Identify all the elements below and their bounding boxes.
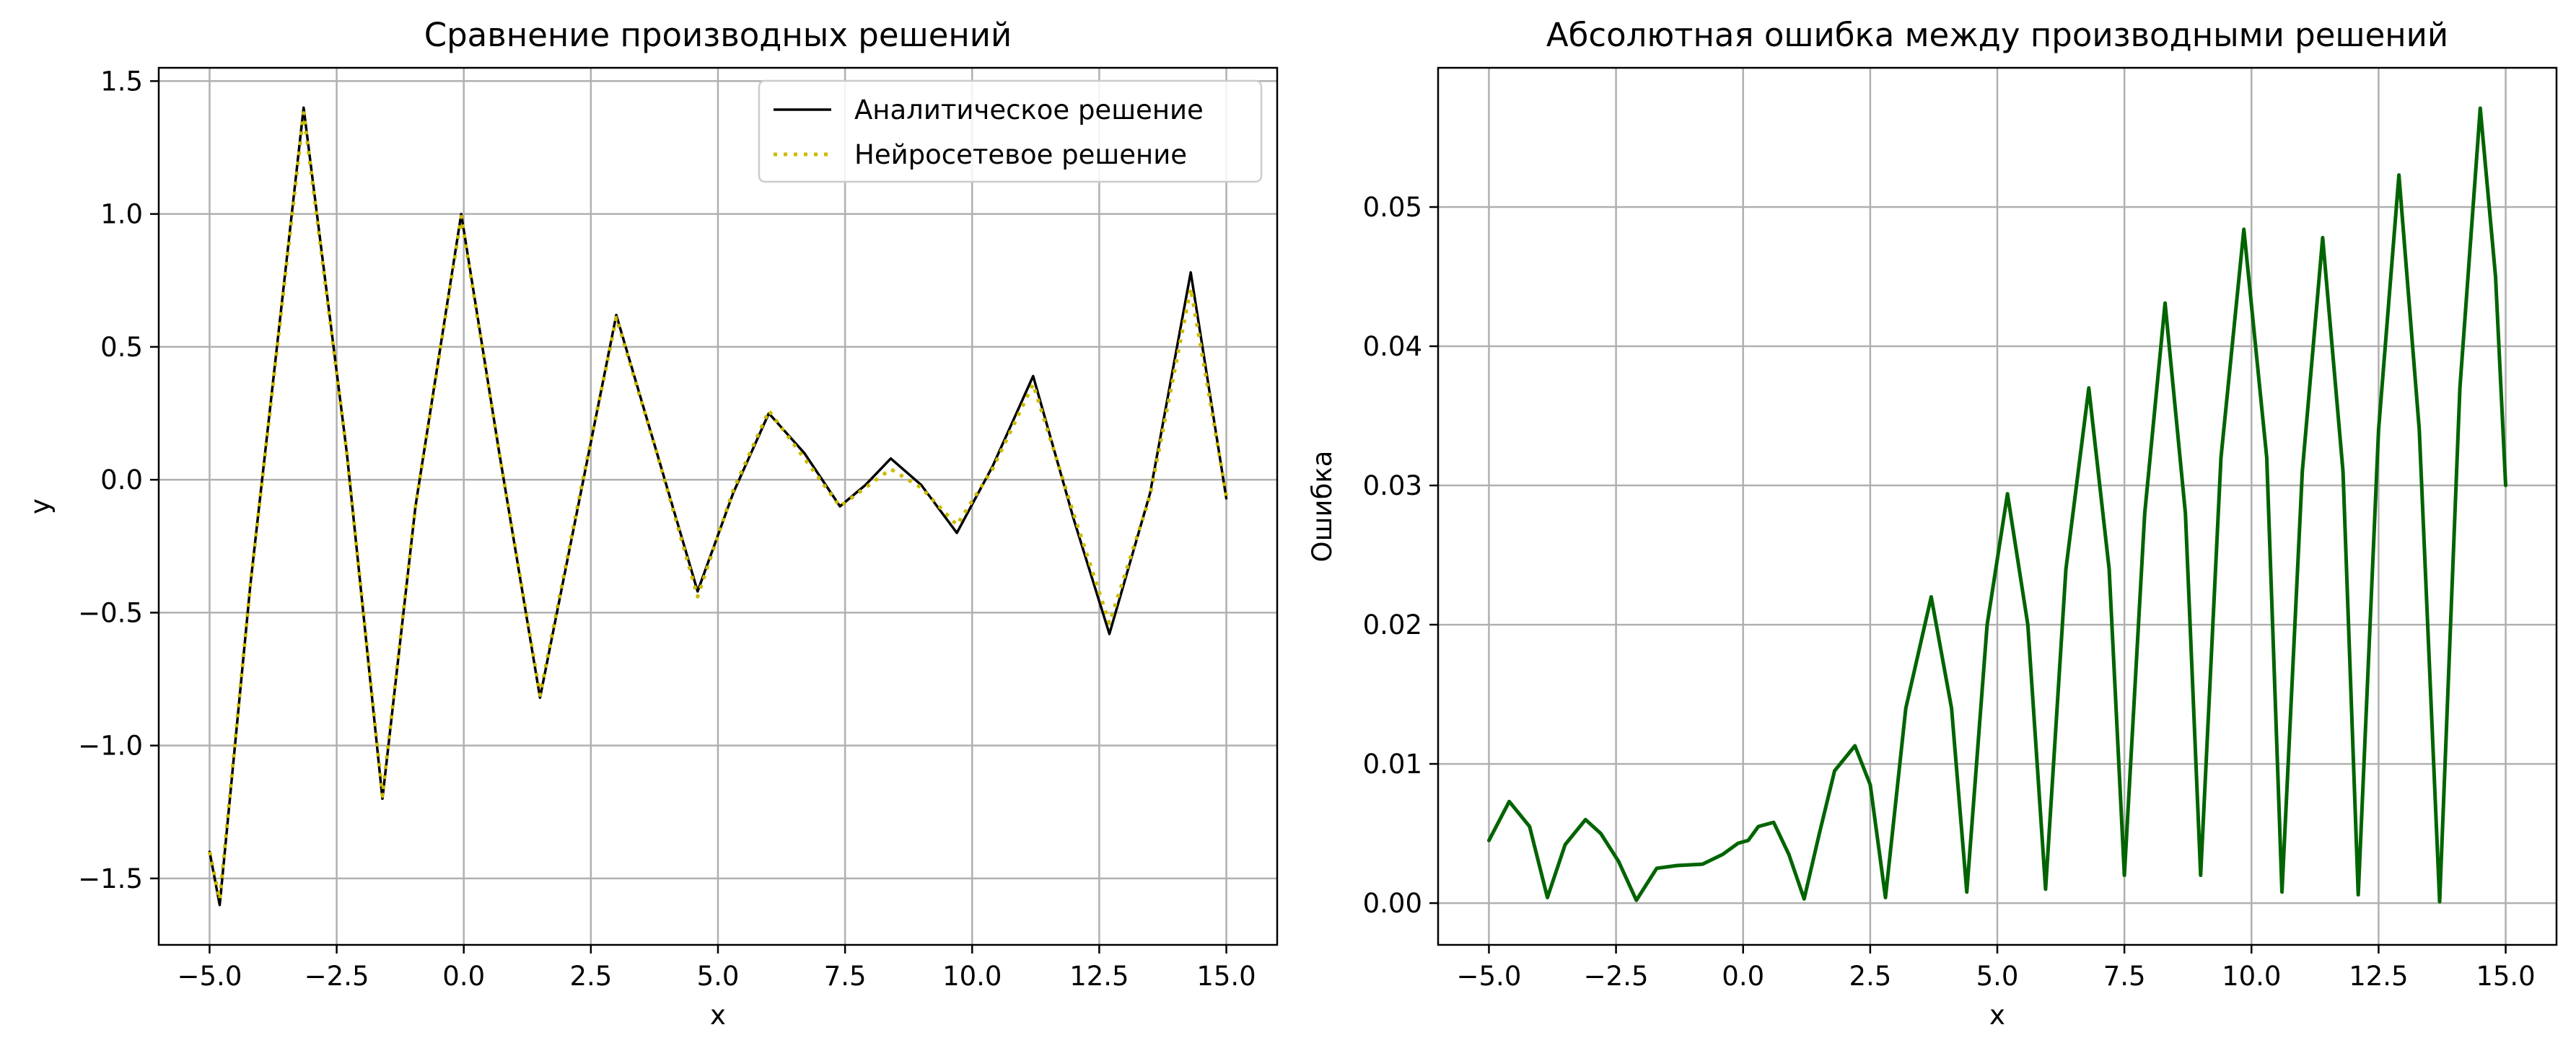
right-plot-xtick-label-1: −2.5 bbox=[1584, 961, 1649, 992]
left-plot-ytick-label-4: 0.5 bbox=[100, 332, 143, 363]
legend: Аналитическое решение Нейросетевое решени… bbox=[758, 79, 1263, 183]
left-plot-xtick-label-4: 5.0 bbox=[697, 961, 740, 992]
left-plot: −5.0 −2.5 0.0 2.5 5.0 7.5 10.0 12.5 15.0 −1.5 −1.0… bbox=[25, 16, 1279, 1031]
right-plot-xtick-label-5: 7.5 bbox=[2103, 961, 2146, 992]
right-plot-ytick-label-5: 0.05 bbox=[1363, 192, 1422, 223]
left-plot-ytick-label-1: −1.0 bbox=[78, 731, 143, 762]
left-plot-xtick-label-0: −5.0 bbox=[178, 961, 242, 992]
left-plot-ytick-label-3: 0.0 bbox=[100, 465, 143, 496]
left-plot-xtick-label-7: 12.5 bbox=[1069, 961, 1129, 992]
legend-label-0: Аналитическое решение bbox=[854, 94, 1204, 126]
left-plot-xtick-label-5: 7.5 bbox=[824, 961, 867, 992]
right-plot-ytick-label-4: 0.04 bbox=[1363, 331, 1422, 362]
left-plot-title: Сравнение производных решений bbox=[424, 16, 1012, 54]
right-plot-ytick-label-2: 0.02 bbox=[1363, 609, 1422, 640]
left-plot-ytick-label-2: −0.5 bbox=[78, 597, 143, 628]
right-plot-xtick-label-0: −5.0 bbox=[1457, 961, 1522, 992]
right-plot-xtick-label-2: 0.0 bbox=[1722, 961, 1764, 992]
right-plot-ylabel: Ошибка bbox=[1307, 451, 1338, 563]
legend-label-1: Нейросетевое решение bbox=[854, 139, 1187, 170]
left-plot-xtick-label-8: 15.0 bbox=[1196, 961, 1256, 992]
right-plot-xtick-label-8: 15.0 bbox=[2476, 961, 2535, 992]
legend-box bbox=[758, 79, 1263, 183]
right-plot-xlabel: x bbox=[1989, 1000, 2005, 1031]
left-plot-ytick-label-6: 1.5 bbox=[100, 66, 143, 97]
left-plot-xtick-label-2: 0.0 bbox=[442, 961, 485, 992]
right-plot-ytick-label-0: 0.00 bbox=[1363, 888, 1422, 919]
left-plot-ytick-label-0: −1.5 bbox=[78, 863, 143, 894]
left-plot-ylabel: y bbox=[25, 498, 56, 514]
right-plot-title: Абсолютная ошибка между производными реш… bbox=[1546, 16, 2448, 54]
right-plot-xtick-label-7: 12.5 bbox=[2349, 961, 2408, 992]
left-plot-xtick-label-1: −2.5 bbox=[305, 961, 369, 992]
left-plot-xlabel: x bbox=[710, 1000, 726, 1031]
right-plot-xtick-label-3: 2.5 bbox=[1849, 961, 1891, 992]
right-plot-xtick-label-6: 10.0 bbox=[2222, 961, 2281, 992]
left-plot-xtick-label-6: 10.0 bbox=[942, 961, 1002, 992]
left-plot-xtick-label-3: 2.5 bbox=[569, 961, 612, 992]
left-plot-series-1 bbox=[208, 111, 1228, 902]
right-plot: −5.0 −2.5 0.0 2.5 5.0 7.5 10.0 12.5 15.0 0.00 0.01… bbox=[1307, 16, 2558, 1031]
right-plot-series-0 bbox=[1487, 106, 2507, 904]
right-plot-ytick-label-3: 0.03 bbox=[1363, 470, 1422, 501]
right-plot-ytick-label-1: 0.01 bbox=[1363, 749, 1422, 780]
left-plot-ytick-label-5: 1.0 bbox=[100, 199, 143, 230]
right-plot-xtick-label-4: 5.0 bbox=[1976, 961, 2019, 992]
